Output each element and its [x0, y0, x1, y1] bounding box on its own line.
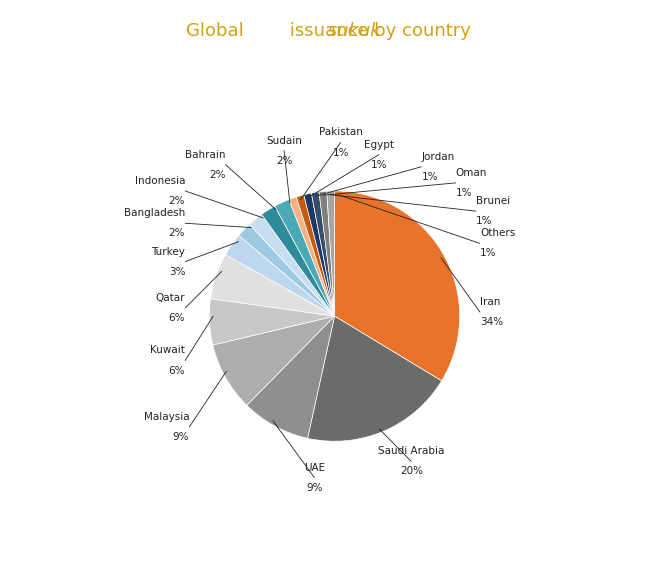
Text: Sudain: Sudain: [266, 136, 302, 146]
Text: 9%: 9%: [306, 483, 323, 492]
Wedge shape: [209, 299, 335, 345]
Text: 9%: 9%: [173, 432, 189, 442]
Text: Oman: Oman: [456, 168, 487, 178]
Wedge shape: [308, 316, 441, 441]
Text: Bahrain: Bahrain: [185, 150, 226, 160]
Wedge shape: [262, 206, 335, 316]
Wedge shape: [312, 192, 335, 316]
Wedge shape: [335, 191, 460, 381]
Text: 20%: 20%: [400, 466, 422, 477]
Wedge shape: [226, 235, 335, 316]
Text: Global        issuance by country: Global issuance by country: [186, 22, 470, 40]
Text: 1%: 1%: [480, 248, 497, 259]
Text: Jordan: Jordan: [421, 152, 455, 162]
Text: Others: Others: [480, 229, 515, 238]
Wedge shape: [211, 255, 335, 316]
Text: UAE: UAE: [304, 462, 325, 473]
Text: Saudi Arabia: Saudi Arabia: [378, 447, 445, 456]
Text: 2%: 2%: [169, 196, 185, 206]
Text: Iran: Iran: [480, 297, 501, 307]
Text: 1%: 1%: [333, 147, 349, 158]
Wedge shape: [247, 316, 335, 438]
Text: issuance 2018 by country in %: issuance 2018 by country in %: [77, 37, 296, 49]
Text: 1%: 1%: [456, 188, 472, 198]
Text: 1%: 1%: [421, 172, 438, 182]
Text: Egypt: Egypt: [364, 140, 394, 150]
Text: sukuk: sukuk: [48, 37, 90, 49]
Text: 2%: 2%: [276, 155, 293, 166]
Text: 1%: 1%: [371, 160, 387, 170]
Wedge shape: [327, 191, 335, 316]
Wedge shape: [304, 193, 335, 316]
Wedge shape: [319, 191, 335, 316]
Text: Pakistan: Pakistan: [319, 128, 363, 137]
Text: Kuwait: Kuwait: [150, 346, 185, 356]
Text: 2%: 2%: [169, 229, 185, 238]
Text: 3%: 3%: [169, 267, 185, 277]
Wedge shape: [239, 224, 335, 316]
Text: Indonesia: Indonesia: [134, 176, 185, 186]
Text: Global: Global: [8, 37, 56, 49]
Text: 2%: 2%: [209, 170, 226, 180]
Text: Qatar: Qatar: [155, 293, 185, 303]
Text: sukuk: sukuk: [276, 22, 380, 40]
Text: 6%: 6%: [169, 313, 185, 323]
Text: Brunei: Brunei: [476, 196, 510, 206]
Wedge shape: [289, 197, 335, 316]
Wedge shape: [297, 195, 335, 316]
Wedge shape: [213, 316, 335, 405]
Text: 6%: 6%: [169, 365, 185, 376]
Wedge shape: [275, 200, 335, 316]
Text: Turkey: Turkey: [152, 246, 185, 256]
Text: 1%: 1%: [476, 216, 493, 226]
Text: Bangladesh: Bangladesh: [124, 208, 185, 218]
Text: 34%: 34%: [480, 317, 503, 327]
Text: Malaysia: Malaysia: [144, 412, 189, 422]
Wedge shape: [249, 215, 335, 316]
